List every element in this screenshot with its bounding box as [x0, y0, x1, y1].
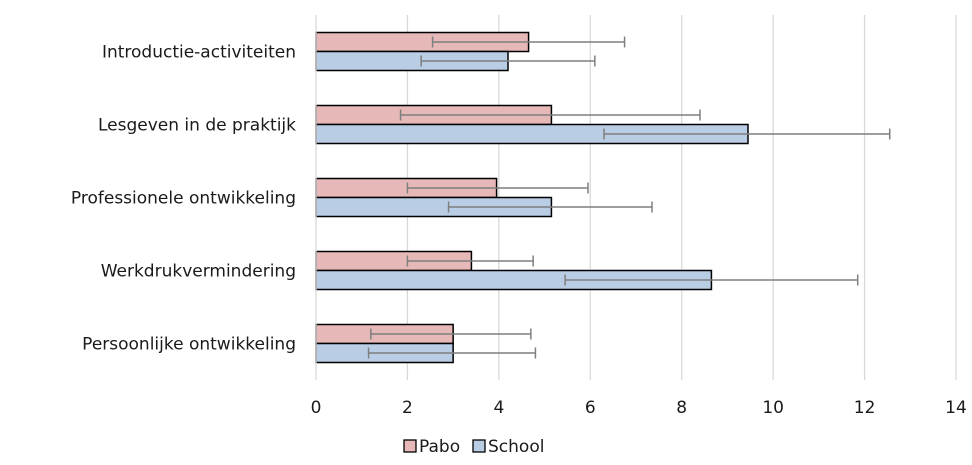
legend: Pabo School [403, 437, 544, 457]
error-bar-school [367, 347, 537, 359]
error-bar-school [564, 274, 859, 286]
error-bar-school [603, 128, 891, 140]
error-bar-school [420, 55, 596, 67]
x-tick-labels: 0 2 4 6 8 10 12 14 [311, 398, 967, 418]
error-bar-pabo [406, 182, 589, 194]
category-label: Professionele ontwikkeling [71, 189, 296, 209]
category-label: Persoonlijke ontwikkeling [82, 335, 296, 355]
x-tick-label: 10 [762, 398, 784, 418]
error-bar-pabo [399, 109, 701, 121]
bars [315, 31, 749, 364]
x-tick-label: 4 [493, 398, 504, 418]
legend-swatch-school [472, 439, 486, 453]
error-bar-pabo [406, 255, 534, 267]
x-tick-label: 8 [676, 398, 687, 418]
legend-label-pabo: Pabo [419, 437, 460, 457]
error-bars [367, 36, 891, 359]
error-bar-school [447, 201, 653, 213]
x-tick-label: 0 [311, 398, 322, 418]
category-label: Introductie-activiteiten [102, 43, 296, 63]
category-label: Werkdrukvermindering [101, 262, 296, 282]
x-tick-label: 12 [854, 398, 876, 418]
legend-label-school: School [488, 437, 544, 457]
legend-swatch-pabo [403, 439, 417, 453]
gridlines [406, 15, 957, 380]
error-bar-pabo [370, 328, 532, 340]
x-tick-label: 6 [585, 398, 596, 418]
category-label: Lesgeven in de praktijk [98, 116, 296, 136]
error-bar-pabo [431, 36, 626, 48]
category-labels: Introductie-activiteiten Lesgeven in de p… [71, 43, 296, 355]
x-tick-label: 2 [402, 398, 413, 418]
x-tick-label: 14 [945, 398, 967, 418]
